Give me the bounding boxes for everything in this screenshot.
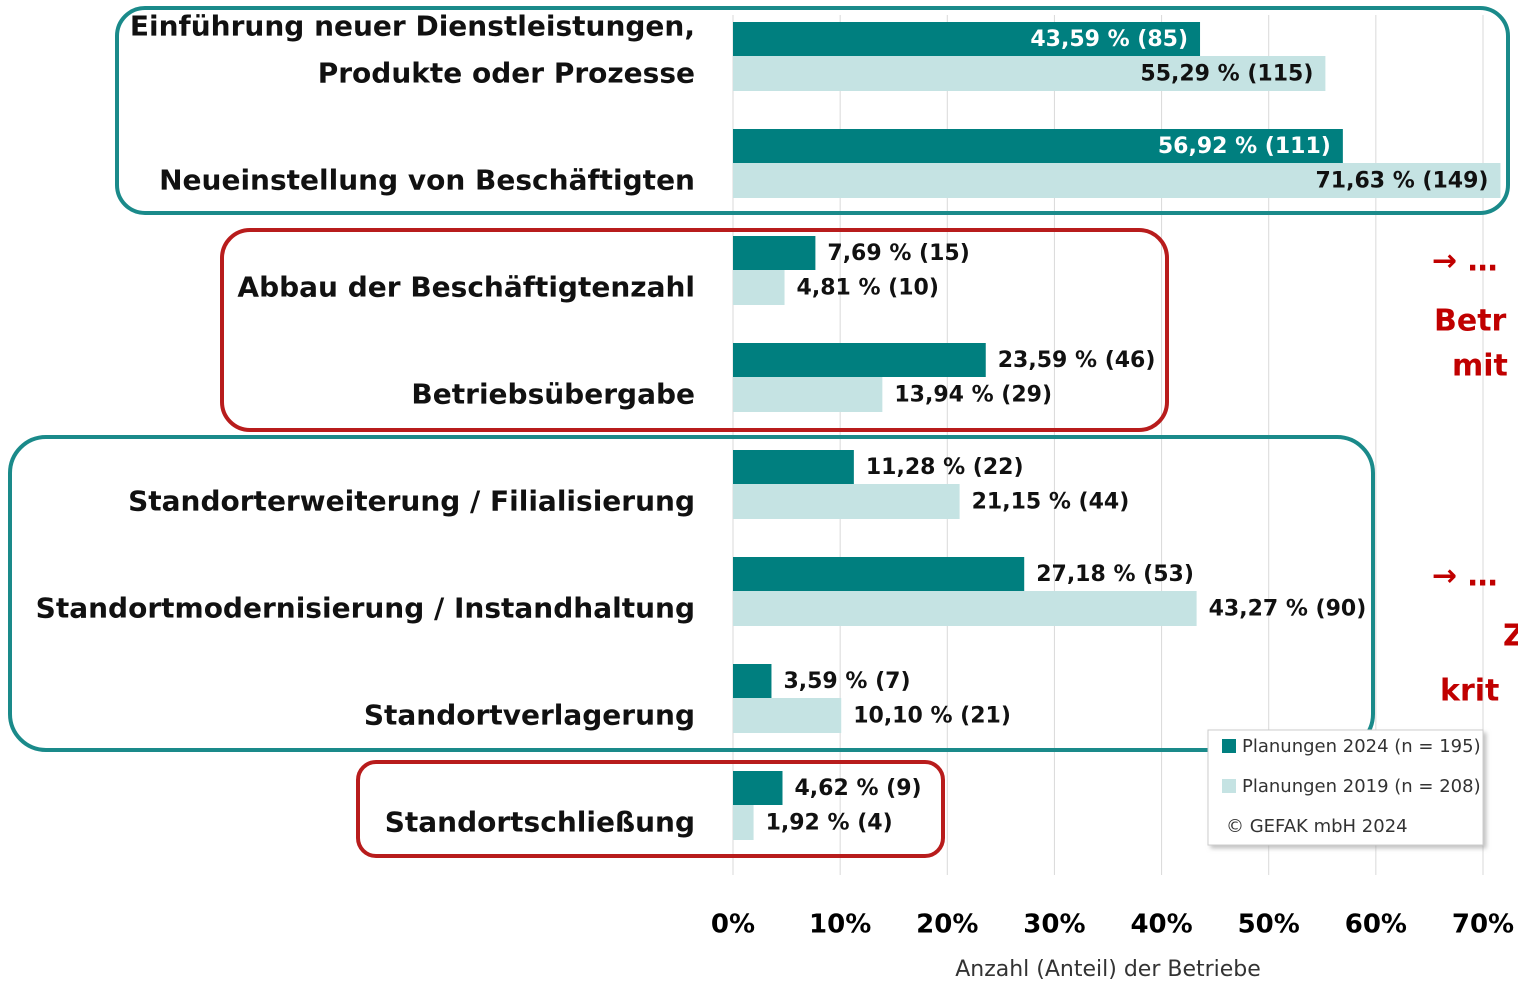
x-tick-label: 0% [711,910,755,940]
bar [733,450,854,484]
group-frame [220,228,1169,432]
bar [733,664,772,698]
x-tick-label: 30% [1023,910,1085,940]
bar [733,270,785,305]
bar [733,698,842,733]
category-label: Standorterweiterung / Filialisierung [128,485,695,518]
bar [733,591,1197,626]
bar [733,129,1343,163]
x-tick-label: 10% [809,910,871,940]
credit: © GEFAK mbH 2024 [1226,816,1408,837]
category-label: Abbau der Beschäftigtenzahl [237,271,695,304]
bars [733,22,1501,840]
category-label: Standortmodernisierung / Instandhaltung [36,592,695,625]
bar [733,377,883,412]
category-label: Standortverlagerung [364,699,695,732]
x-tick-label: 20% [916,910,978,940]
value-label: 7,69 % (15) [827,241,969,266]
category-label: Einführung neuer Dienstleistungen, Produk… [130,10,695,90]
annotation: Z [1503,619,1518,654]
bar [733,771,783,805]
group-frame [115,6,1510,215]
annotation: krit [1440,674,1499,709]
group-frame [356,760,945,858]
category-label: Standortschließung [385,806,695,839]
legend-box [1207,729,1484,846]
annotation: mit [1452,349,1508,384]
value-label: 43,27 % (90) [1209,597,1367,622]
value-label: 4,81 % (10) [797,276,939,301]
value-label: 10,10 % (21) [853,704,1011,729]
annotation: Betr [1434,304,1507,339]
bar [733,805,754,840]
x-tick-label: 50% [1238,910,1300,940]
value-label: 27,18 % (53) [1036,562,1194,587]
value-label: 56,92 % (111) [1158,134,1331,159]
category-label: Betriebsübergabe [411,378,695,411]
legend-swatch [1222,739,1236,753]
legend-label: Planungen 2019 (n = 208) [1242,776,1481,797]
bar [733,56,1326,91]
bar [733,236,816,270]
value-label: 3,59 % (7) [783,669,910,694]
value-label: 4,62 % (9) [795,776,922,801]
value-label: 71,63 % (149) [1315,169,1488,194]
bar [733,484,960,519]
value-label: 21,15 % (44) [972,490,1130,515]
value-label: 13,94 % (29) [894,383,1052,408]
x-tick-label: 60% [1345,910,1407,940]
x-tick-label: 40% [1130,910,1192,940]
bar [733,22,1201,56]
bar [733,557,1025,591]
value-label: 11,28 % (22) [866,455,1024,480]
legend-label: Planungen 2024 (n = 195) [1242,736,1481,757]
value-label: 1,92 % (4) [766,811,893,836]
group-frame [8,435,1375,752]
x-tick-label: 70% [1452,910,1514,940]
annotation: → … [1432,559,1498,594]
value-label: 43,59 % (85) [1030,27,1188,52]
value-label: 55,29 % (115) [1140,62,1313,87]
bar [733,163,1501,198]
value-label: 23,59 % (46) [998,348,1156,373]
legend-swatch [1222,779,1236,793]
bar [733,343,986,377]
category-label: Neueinstellung von Beschäftigten [159,164,695,197]
legend: Planungen 2024 (n = 195) Planungen 2019 (… [1207,729,1484,846]
annotation: → … [1432,244,1498,279]
x-axis-label: Anzahl (Anteil) der Betriebe [955,957,1261,982]
